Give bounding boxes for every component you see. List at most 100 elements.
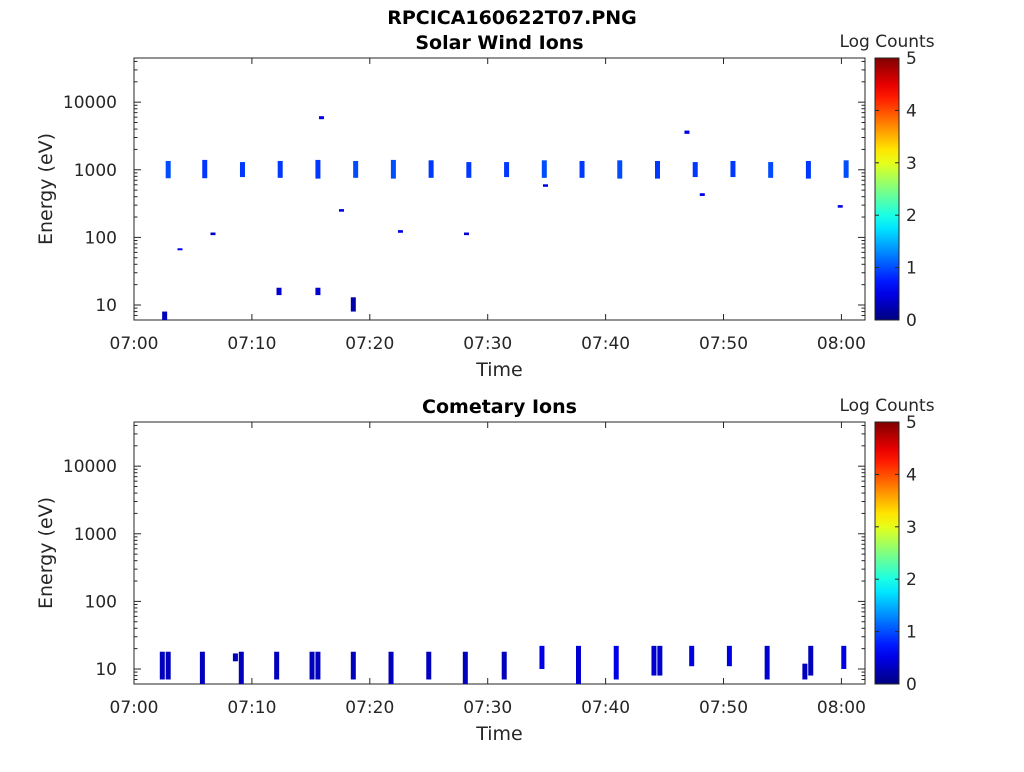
data-cell [426, 651, 432, 680]
colorbar-tick-label: 4 [906, 465, 917, 485]
y-axis-label: Energy (eV) [35, 497, 57, 609]
data-cell [397, 230, 403, 233]
data-cell [232, 653, 238, 662]
data-cell [238, 651, 244, 684]
data-cell [579, 160, 585, 178]
colorbar-tick-label: 5 [906, 49, 917, 69]
data-cell [657, 645, 663, 676]
data-cell [689, 645, 695, 667]
x-tick-label: 07:30 [463, 698, 512, 718]
x-tick-label: 07:50 [699, 334, 748, 354]
y-tick-label: 10000 [63, 93, 117, 113]
data-cell [692, 162, 698, 178]
data-cell [501, 651, 507, 680]
figure-title: RPCICA160622T07.PNG [387, 7, 637, 29]
data-cell [276, 287, 282, 296]
data-cell [353, 160, 359, 178]
data-cell [350, 297, 356, 312]
x-tick-label: 07:10 [227, 698, 276, 718]
data-cell [466, 162, 472, 178]
x-tick-label: 07:10 [227, 334, 276, 354]
data-cell [199, 651, 205, 684]
colorbar-label: Log Counts [839, 396, 934, 416]
data-cell [318, 116, 324, 120]
data-cell [726, 645, 732, 667]
data-cell [764, 645, 770, 680]
data-cell [309, 651, 315, 680]
colorbar-tick-label: 3 [906, 518, 917, 538]
data-cell [177, 248, 183, 251]
panel-2: 07:00 07:10 07:20 07:30 07:40 07:50 08:0010100… [35, 396, 935, 745]
x-tick-label: 07:40 [581, 698, 630, 718]
colorbar-label: Log Counts [839, 32, 934, 52]
data-cell [542, 184, 548, 187]
colorbar-tick-label: 2 [906, 570, 917, 590]
colorbar-tick-label: 4 [906, 101, 917, 121]
data-cell [805, 160, 811, 179]
colorbar [874, 57, 900, 321]
data-cell [651, 645, 657, 676]
data-cell [315, 287, 321, 296]
data-cell [463, 232, 469, 236]
data-cell [684, 130, 690, 134]
y-tick-label: 1000 [74, 525, 117, 545]
x-tick-label: 08:00 [817, 334, 866, 354]
data-cell [315, 159, 321, 179]
data-cell [462, 651, 468, 684]
colorbar-tick-label: 3 [906, 154, 917, 174]
x-tick-label: 07:40 [581, 334, 630, 354]
data-cell [390, 159, 396, 179]
x-tick-label: 07:20 [345, 334, 394, 354]
plot-area [133, 57, 866, 321]
data-cell [617, 160, 623, 179]
y-tick-label: 10 [95, 296, 117, 316]
data-cell [841, 645, 847, 670]
data-cell [837, 205, 843, 208]
data-cell [162, 311, 168, 320]
y-tick-label: 100 [85, 592, 117, 612]
data-cell [350, 651, 356, 680]
colorbar-tick-label: 5 [906, 413, 917, 433]
y-tick-label: 100 [85, 228, 117, 248]
x-axis-label: Time [475, 723, 523, 745]
data-cell [165, 160, 171, 179]
x-tick-label: 07:20 [345, 698, 394, 718]
panel-1: 07:00 07:10 07:20 07:30 07:40 07:50 08:00 10 100… [35, 32, 935, 381]
data-cell [202, 159, 208, 179]
data-cell [808, 645, 814, 676]
x-tick-label: 07:30 [463, 334, 512, 354]
x-tick-label: 07:00 [110, 698, 159, 718]
colorbar-tick-label: 0 [906, 675, 917, 695]
data-cell [165, 651, 171, 680]
colorbar [874, 421, 900, 685]
panel-title: Cometary Ions [422, 396, 577, 418]
x-axis-label: Time [475, 359, 523, 381]
data-cell [539, 645, 545, 670]
data-cell [613, 645, 619, 680]
colorbar-tick-label: 1 [906, 623, 917, 643]
data-cell [504, 162, 510, 178]
panel-title: Solar Wind Ions [415, 32, 583, 54]
data-cell [274, 651, 280, 680]
plot-area [133, 421, 866, 685]
colorbar-tick-label: 2 [906, 206, 917, 226]
data-cell [428, 160, 434, 178]
x-tick-label: 08:00 [817, 698, 866, 718]
data-cell [541, 160, 547, 178]
data-cell [277, 160, 283, 178]
colorbar-tick-label: 1 [906, 259, 917, 279]
data-cell [802, 663, 808, 680]
data-cell [699, 193, 705, 196]
data-cell [730, 160, 736, 178]
y-tick-label: 10000 [63, 457, 117, 477]
data-cell [768, 162, 774, 178]
data-cell [315, 651, 321, 680]
data-cell [339, 209, 345, 212]
data-cell [843, 160, 849, 178]
data-cell [210, 232, 216, 236]
data-cell [654, 160, 660, 179]
data-cell [388, 651, 394, 684]
x-tick-label: 07:00 [110, 334, 159, 354]
